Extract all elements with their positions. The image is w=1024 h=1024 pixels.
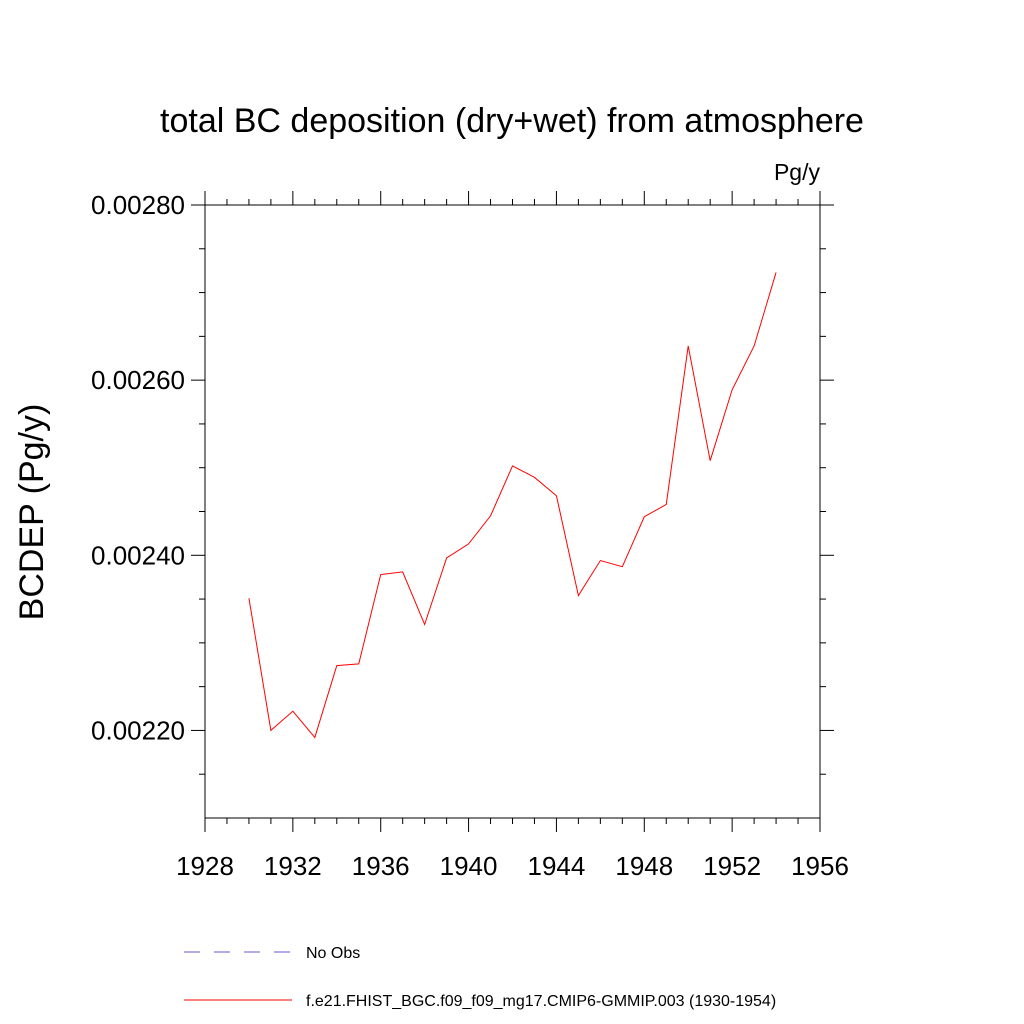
x-tick-label: 1952: [703, 851, 761, 881]
x-tick-label: 1928: [176, 851, 234, 881]
series-layer: [248, 272, 777, 739]
axis-ticks: [191, 191, 834, 832]
y-tick-label: 0.00260: [91, 365, 185, 395]
x-tick-label: 1944: [528, 851, 586, 881]
legend-label: No Obs: [306, 945, 360, 962]
x-tick-label: 1948: [615, 851, 673, 881]
y-tick-label: 0.00280: [91, 190, 185, 220]
x-tick-label: 1932: [264, 851, 322, 881]
x-tick-label: 1940: [440, 851, 498, 881]
units-label: Pg/y: [774, 159, 821, 185]
series-line: [248, 272, 777, 739]
y-axis-label: BCDEP (Pg/y): [13, 404, 51, 621]
legend: No Obs f.e21.FHIST_BGC.f09_f09_mg17.CMIP6…: [184, 945, 776, 1010]
plot-frame: [204, 204, 821, 819]
chart-title: total BC deposition (dry+wet) from atmos…: [160, 102, 864, 140]
x-tick-label: 1956: [791, 851, 849, 881]
y-tick-label: 0.00240: [91, 540, 185, 570]
axis-tick-labels: 1928 1932 1936 1940 1944 1948 1952 1956 0.00220 0…: [91, 190, 849, 881]
legend-label: f.e21.FHIST_BGC.f09_f09_mg17.CMIP6-GMMIP…: [306, 993, 776, 1010]
y-tick-label: 0.00220: [91, 715, 185, 745]
x-tick-label: 1936: [352, 851, 410, 881]
